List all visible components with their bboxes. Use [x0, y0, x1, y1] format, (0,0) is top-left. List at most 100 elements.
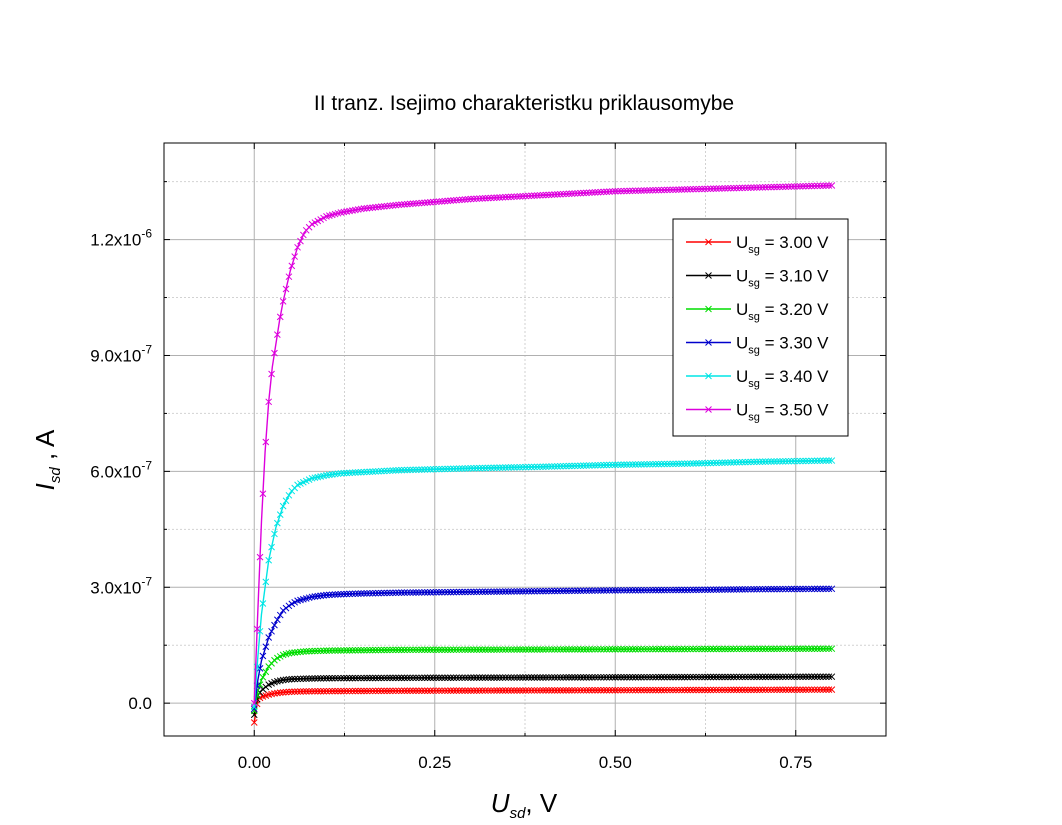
data-point	[808, 457, 815, 465]
data-point	[652, 460, 660, 468]
data-point	[507, 687, 515, 694]
data-point	[351, 674, 359, 682]
data-point	[323, 674, 330, 682]
data-point	[539, 646, 547, 653]
data-point	[395, 589, 403, 597]
data-point	[343, 590, 351, 598]
data-point	[331, 647, 339, 654]
data-point	[808, 182, 815, 190]
data-point	[481, 464, 489, 472]
data-point	[600, 673, 608, 681]
data-point	[649, 673, 657, 681]
data-point	[490, 674, 498, 681]
data-point	[372, 646, 379, 654]
data-point	[294, 648, 301, 656]
data-point	[351, 687, 359, 695]
data-point	[666, 673, 674, 681]
data-point	[629, 673, 636, 681]
data-point	[505, 674, 512, 681]
data-point	[816, 457, 824, 465]
data-point	[542, 191, 550, 199]
data-point	[299, 648, 307, 655]
data-point	[554, 587, 561, 595]
data-point	[600, 686, 608, 694]
data-point	[710, 185, 717, 193]
data-point	[510, 464, 518, 471]
data-point	[796, 585, 804, 593]
data-point	[510, 674, 518, 681]
data-point	[493, 194, 501, 201]
data-point	[476, 464, 483, 472]
data-point	[403, 200, 411, 208]
data-point	[447, 465, 454, 473]
data-point	[499, 464, 506, 471]
data-point	[427, 466, 434, 473]
data-point	[438, 674, 446, 682]
data-point	[557, 674, 564, 681]
data-point	[450, 197, 457, 204]
data-point	[470, 674, 478, 682]
data-point	[770, 686, 778, 694]
data-point	[759, 585, 766, 593]
data-point	[389, 646, 397, 654]
data-point	[571, 686, 579, 694]
data-point	[418, 589, 426, 596]
data-point	[496, 588, 504, 595]
data-point	[334, 674, 342, 682]
data-point	[730, 645, 738, 653]
data-point	[640, 187, 648, 194]
data-point	[649, 686, 657, 694]
data-point	[701, 686, 709, 694]
data-point	[542, 463, 550, 471]
data-point	[516, 687, 524, 694]
data-point	[325, 471, 333, 479]
data-point	[629, 686, 636, 694]
legend-item: Usg = 3.10 V	[686, 267, 829, 290]
data-point	[747, 184, 755, 192]
data-point	[513, 687, 521, 694]
data-point	[377, 687, 385, 695]
data-point	[375, 646, 382, 654]
data-point	[507, 193, 515, 201]
data-point	[707, 673, 714, 681]
data-point	[790, 585, 798, 593]
data-point	[276, 511, 284, 518]
data-point	[814, 585, 821, 593]
data-point	[369, 589, 377, 597]
data-point	[418, 199, 426, 207]
data-point	[698, 686, 706, 694]
data-point	[712, 185, 720, 192]
data-point	[496, 464, 504, 472]
data-point	[545, 191, 553, 199]
data-point	[782, 183, 789, 191]
data-point	[819, 645, 827, 653]
data-point	[305, 687, 313, 695]
data-point	[623, 686, 631, 694]
data-point	[418, 466, 426, 473]
legend-label: Usg = 3.40 V	[736, 367, 829, 390]
data-point	[337, 687, 345, 695]
data-point	[805, 645, 813, 653]
data-point	[574, 462, 582, 470]
data-point	[583, 686, 590, 694]
data-point	[496, 687, 504, 694]
data-point	[828, 585, 836, 593]
data-point	[568, 587, 576, 595]
data-point	[282, 676, 290, 684]
data-point	[507, 674, 515, 681]
data-point	[793, 645, 801, 653]
data-point	[666, 686, 674, 694]
data-point	[502, 193, 509, 201]
data-point	[591, 673, 599, 681]
data-point	[715, 459, 723, 467]
data-point	[698, 673, 706, 681]
data-point	[568, 462, 576, 470]
data-point	[686, 460, 694, 467]
data-point	[609, 461, 616, 469]
data-point	[545, 674, 553, 681]
data-point	[481, 194, 489, 202]
data-point	[816, 182, 824, 190]
data-point	[606, 645, 613, 653]
data-point	[401, 674, 408, 682]
data-point	[268, 543, 275, 551]
